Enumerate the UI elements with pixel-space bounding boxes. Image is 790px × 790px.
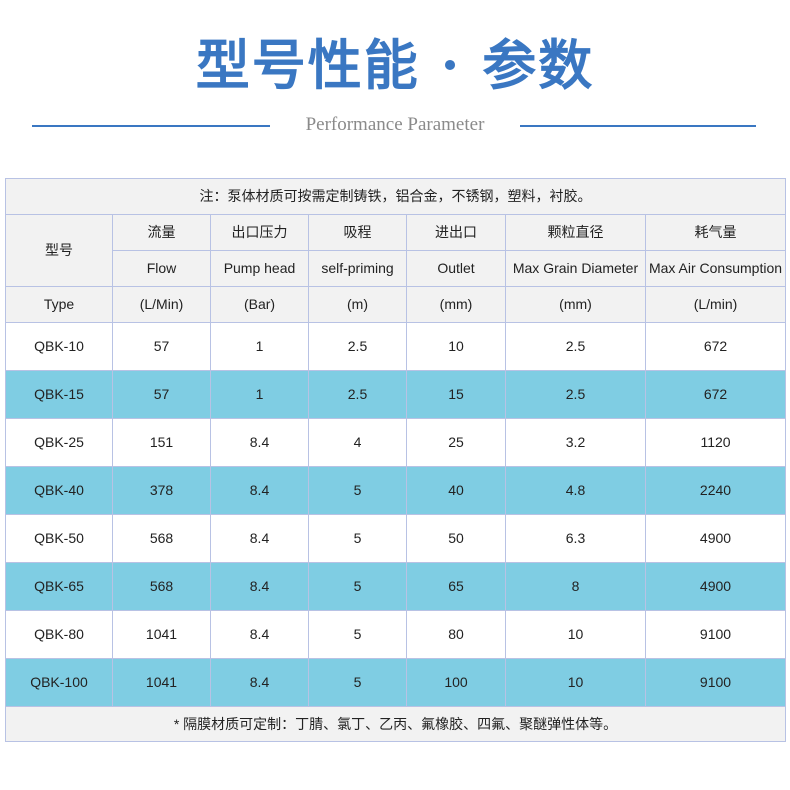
model-cell: QBK-10 — [5, 322, 113, 371]
table-row: QBK-80 1041 8.4 5 80 10 9100 — [5, 610, 787, 659]
table-cell: 2240 — [644, 466, 787, 515]
model-cell: QBK-40 — [5, 466, 113, 515]
table-cell: 57 — [112, 322, 211, 371]
table-cell: 8.4 — [210, 610, 309, 659]
header-unit: (Bar) — [210, 286, 309, 323]
page-subtitle: Performance Parameter — [305, 114, 485, 135]
header-unit: (L/min) — [644, 286, 787, 323]
table-cell: 5 — [308, 514, 407, 563]
table-row: QBK-15 57 1 2.5 15 2.5 672 — [5, 370, 787, 419]
footer-row: * 隔膜材质可定制：丁腈、氯丁、乙丙、氟橡胶、四氟、聚醚弹性体等。 — [4, 706, 787, 742]
model-cell: QBK-65 — [5, 562, 113, 611]
header-cn: 耗气量 — [644, 214, 787, 251]
table-cell: 4900 — [644, 562, 787, 611]
table-cell: 65 — [406, 562, 506, 611]
table-cell: 10 — [406, 322, 506, 371]
table-cell: 5 — [308, 658, 407, 707]
table-cell: 1 — [210, 322, 309, 371]
table-cell: 2.5 — [505, 322, 646, 371]
header-cn: 吸程 — [308, 214, 407, 251]
header-unit: (L/Min) — [112, 286, 211, 323]
header-unit: (mm) — [505, 286, 646, 323]
material-note: 注：泵体材质可按需定制铸铁，铝合金，不锈钢，塑料，衬胶。 — [4, 178, 787, 215]
table-cell: 1041 — [112, 658, 211, 707]
header-model-cn: 型号 — [5, 214, 113, 287]
header-row-en: Flow Pump head self-priming Outlet Max Grain… — [6, 250, 787, 287]
table-cell: 2.5 — [308, 322, 407, 371]
model-cell: QBK-25 — [5, 418, 113, 467]
table-cell: 8.4 — [210, 466, 309, 515]
table-cell: 40 — [406, 466, 506, 515]
table-cell: 672 — [644, 322, 787, 371]
header-en: Outlet — [406, 250, 506, 287]
table-cell: 378 — [112, 466, 211, 515]
page-title: 型号性能 · 参数 — [195, 33, 595, 97]
table-cell: 10 — [505, 658, 646, 707]
table-cell: 568 — [112, 514, 211, 563]
header-en: Flow — [112, 250, 211, 287]
table-cell: 15 — [406, 370, 506, 419]
table-cell: 4 — [308, 418, 407, 467]
table-cell: 8.4 — [210, 418, 309, 467]
table-cell: 4900 — [644, 514, 787, 563]
table-cell: 4.8 — [505, 466, 646, 515]
header-en: Pump head — [210, 250, 309, 287]
table-cell: 8.4 — [210, 514, 309, 563]
table-cell: 672 — [644, 370, 787, 419]
table-cell: 5 — [308, 466, 407, 515]
header-cn: 出口压力 — [210, 214, 309, 251]
table-cell: 8 — [505, 562, 646, 611]
diaphragm-note: * 隔膜材质可定制：丁腈、氯丁、乙丙、氟橡胶、四氟、聚醚弹性体等。 — [4, 706, 787, 742]
table-cell: 57 — [112, 370, 211, 419]
header-unit: (m) — [308, 286, 407, 323]
table-cell: 6.3 — [505, 514, 646, 563]
table-cell: 1041 — [112, 610, 211, 659]
header-en: Max Air Consumption — [644, 250, 787, 287]
table-row: QBK-25 151 8.4 4 25 3.2 1120 — [5, 418, 787, 467]
model-cell: QBK-80 — [5, 610, 113, 659]
table-cell: 568 — [112, 562, 211, 611]
divider-right — [520, 125, 756, 127]
header-cn: 流量 — [112, 214, 211, 251]
table-row: QBK-65 568 8.4 5 65 8 4900 — [5, 562, 787, 611]
table-cell: 3.2 — [505, 418, 646, 467]
header-en: self-priming — [308, 250, 407, 287]
header-model-en: Type — [5, 286, 113, 323]
table-cell: 5 — [308, 610, 407, 659]
table-row: QBK-40 378 8.4 5 40 4.8 2240 — [5, 466, 787, 515]
table-cell: 151 — [112, 418, 211, 467]
table-cell: 9100 — [644, 610, 787, 659]
header-unit: (mm) — [406, 286, 506, 323]
performance-table: 注：泵体材质可按需定制铸铁，铝合金，不锈钢，塑料，衬胶。 型号 流量 出口压力 吸程进… — [4, 178, 787, 742]
table-cell: 5 — [308, 562, 407, 611]
table-cell: 25 — [406, 418, 506, 467]
header-row-cn: 型号 流量 出口压力 吸程 进出口 颗粒直径 耗气量 — [5, 214, 787, 287]
header-cn: 颗粒直径 — [505, 214, 646, 251]
table-row: QBK-10 57 1 2.5 10 2.5 672 — [5, 322, 787, 371]
table-cell: 80 — [406, 610, 506, 659]
table-cell: 8.4 — [210, 658, 309, 707]
header-cn: 进出口 — [406, 214, 506, 251]
table-cell: 100 — [406, 658, 506, 707]
table-cell: 1 — [210, 370, 309, 419]
model-cell: QBK-50 — [5, 514, 113, 563]
table-cell: 9100 — [644, 658, 787, 707]
table-cell: 10 — [505, 610, 646, 659]
table-cell: 2.5 — [505, 370, 646, 419]
table-cell: 1120 — [644, 418, 787, 467]
model-cell: QBK-15 — [5, 370, 113, 419]
table-cell: 8.4 — [210, 562, 309, 611]
header-en: Max Grain Diameter — [505, 250, 646, 287]
model-cell: QBK-100 — [5, 658, 113, 707]
table-cell: 2.5 — [308, 370, 407, 419]
divider-left — [32, 125, 270, 127]
table-row: QBK-50 568 8.4 5 50 6.3 4900 — [5, 514, 787, 563]
table-cell: 50 — [406, 514, 506, 563]
table-row: QBK-100 1041 8.4 5 100 10 9100 — [5, 658, 787, 707]
header-row-unit: Type (L/Min) (Bar) (m) (mm) (mm) (L/min) — [5, 286, 787, 323]
